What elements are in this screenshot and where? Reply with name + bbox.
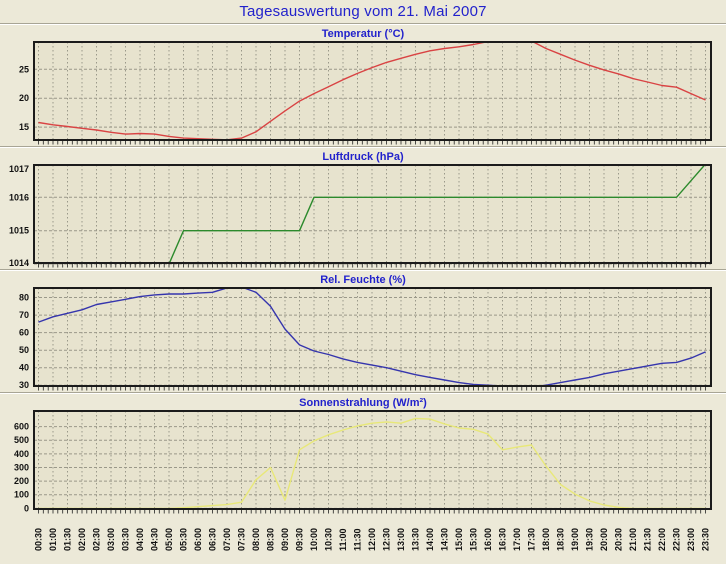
svg-text:09:00: 09:00 [280, 528, 290, 551]
radiation-chart: 0 100 200 300 400 500 600 00:30 01:00 01:30 02:00 0… [0, 410, 726, 555]
svg-text:20:00: 20:00 [599, 528, 609, 551]
svg-text:06:00: 06:00 [193, 528, 203, 551]
svg-text:14:30: 14:30 [440, 528, 450, 551]
svg-text:00:30: 00:30 [34, 528, 44, 551]
svg-text:30: 30 [19, 380, 29, 390]
svg-text:20: 20 [19, 93, 29, 103]
svg-text:11:00: 11:00 [338, 528, 348, 551]
svg-text:0: 0 [24, 503, 29, 513]
svg-text:23:30: 23:30 [701, 528, 711, 551]
svg-text:40: 40 [19, 363, 29, 373]
svg-text:10:00: 10:00 [309, 528, 319, 551]
temperature-chart-title: Temperatur (°C) [321, 28, 405, 40]
pressure-chart-svg: 1014 1015 1016 1017 [9, 164, 712, 268]
svg-text:80: 80 [19, 293, 29, 303]
svg-text:18:00: 18:00 [541, 528, 551, 551]
svg-text:17:00: 17:00 [512, 528, 522, 551]
svg-text:03:30: 03:30 [121, 528, 131, 551]
svg-text:400: 400 [14, 449, 29, 459]
svg-text:1015: 1015 [9, 226, 29, 236]
svg-text:1016: 1016 [9, 192, 29, 202]
temperature-chart: 15 20 25 [0, 41, 726, 145]
svg-text:07:00: 07:00 [222, 528, 232, 551]
svg-text:70: 70 [19, 310, 29, 320]
svg-text:100: 100 [14, 490, 29, 500]
section-divider [0, 392, 726, 394]
svg-text:22:30: 22:30 [672, 528, 682, 551]
svg-text:12:00: 12:00 [367, 528, 377, 551]
svg-text:11:30: 11:30 [353, 528, 363, 551]
svg-text:08:00: 08:00 [251, 528, 261, 551]
svg-text:10:30: 10:30 [324, 528, 334, 551]
svg-text:18:30: 18:30 [556, 528, 566, 551]
svg-text:60: 60 [19, 328, 29, 338]
svg-text:09:30: 09:30 [295, 528, 305, 551]
page-title: Tagesauswertung vom 21. Mai 2007 [239, 3, 487, 20]
svg-text:14:00: 14:00 [425, 528, 435, 551]
svg-text:21:00: 21:00 [628, 528, 638, 551]
svg-text:02:00: 02:00 [77, 528, 87, 551]
svg-text:19:00: 19:00 [570, 528, 580, 551]
chart-section-pressure: Luftdruck (hPa) 1014 1015 1016 1017 [0, 149, 726, 268]
svg-text:08:30: 08:30 [266, 528, 276, 551]
svg-text:01:00: 01:00 [48, 528, 58, 551]
section-divider [0, 269, 726, 271]
svg-text:1014: 1014 [9, 258, 29, 268]
svg-text:13:00: 13:00 [396, 528, 406, 551]
chart-section-humidity: Rel. Feuchte (%) 30 40 50 60 70 80 [0, 272, 726, 391]
svg-text:02:30: 02:30 [92, 528, 102, 551]
svg-text:20:30: 20:30 [614, 528, 624, 551]
svg-text:16:30: 16:30 [498, 528, 508, 551]
chart-section-radiation: Sonnenstrahlung (W/m²) 0 100 200 300 400 500 6… [0, 395, 726, 555]
pressure-chart: 1014 1015 1016 1017 [0, 164, 726, 268]
svg-text:500: 500 [14, 435, 29, 445]
svg-text:04:00: 04:00 [135, 528, 145, 551]
svg-text:23:00: 23:00 [686, 528, 696, 551]
svg-text:15:30: 15:30 [469, 528, 479, 551]
svg-text:12:30: 12:30 [382, 528, 392, 551]
svg-text:17:30: 17:30 [527, 528, 537, 551]
svg-text:1017: 1017 [9, 164, 29, 174]
svg-text:05:00: 05:00 [164, 528, 174, 551]
pressure-chart-title: Luftdruck (hPa) [322, 151, 404, 163]
svg-text:600: 600 [14, 422, 29, 432]
radiation-chart-svg: 0 100 200 300 400 500 600 00:30 01:00 01:30 02:00 0… [14, 410, 712, 551]
section-divider [0, 23, 726, 25]
svg-text:05:30: 05:30 [179, 528, 189, 551]
svg-text:300: 300 [14, 463, 29, 473]
section-divider [0, 146, 726, 148]
svg-text:15: 15 [19, 122, 29, 132]
humidity-chart: 30 40 50 60 70 80 [0, 287, 726, 391]
svg-text:50: 50 [19, 345, 29, 355]
svg-text:200: 200 [14, 476, 29, 486]
svg-text:13:30: 13:30 [411, 528, 421, 551]
humidity-chart-svg: 30 40 50 60 70 80 [19, 287, 712, 391]
svg-text:07:30: 07:30 [237, 528, 247, 551]
svg-text:16:00: 16:00 [483, 528, 493, 551]
svg-text:25: 25 [19, 64, 29, 74]
chart-section-temperature: Temperatur (°C) 15 20 25 [0, 26, 726, 145]
svg-text:22:00: 22:00 [657, 528, 667, 551]
svg-text:19:30: 19:30 [585, 528, 595, 551]
svg-text:21:30: 21:30 [643, 528, 653, 551]
radiation-chart-title: Sonnenstrahlung (W/m²) [299, 397, 427, 409]
temperature-chart-svg: 15 20 25 [19, 41, 712, 145]
svg-text:03:00: 03:00 [106, 528, 116, 551]
svg-text:04:30: 04:30 [150, 528, 160, 551]
humidity-chart-title: Rel. Feuchte (%) [320, 274, 406, 286]
svg-text:15:00: 15:00 [454, 528, 464, 551]
svg-text:06:30: 06:30 [208, 528, 218, 551]
svg-text:01:30: 01:30 [63, 528, 73, 551]
